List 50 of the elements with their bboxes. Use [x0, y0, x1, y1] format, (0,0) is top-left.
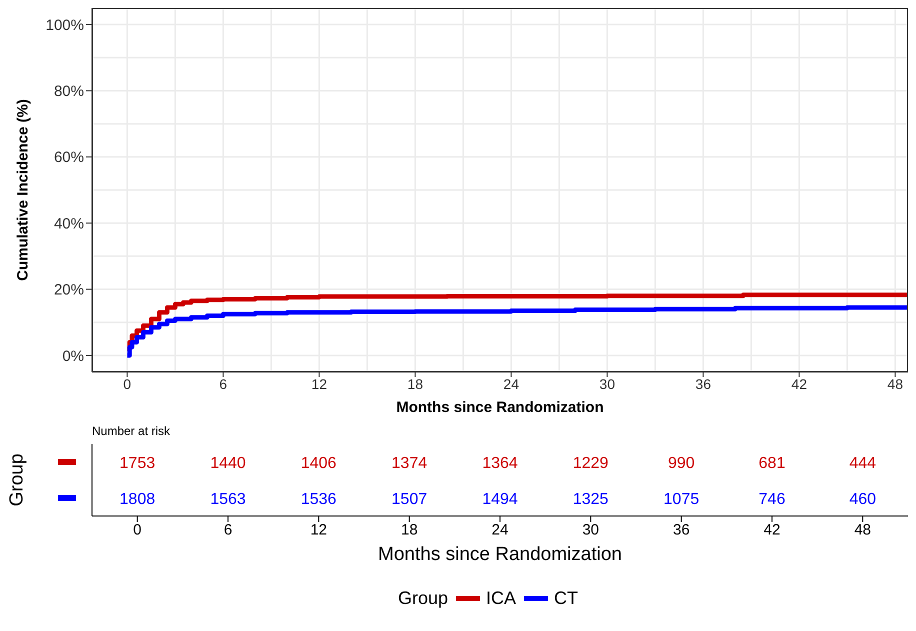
x-tick-label: 36 — [672, 522, 690, 539]
x-tick-label: 18 — [407, 376, 424, 392]
x-tick-label: 6 — [219, 376, 228, 392]
data-label: 1075 — [664, 491, 700, 508]
y-tick-label: 80% — [54, 83, 84, 100]
data-label: 681 — [758, 455, 786, 472]
x-tick-label: 36 — [695, 376, 712, 392]
x-tick-label: 24 — [503, 376, 520, 392]
data-label: 1374 — [392, 455, 428, 472]
x-tick-label: 12 — [311, 376, 328, 392]
data-label: 1406 — [300, 455, 337, 472]
x-axis-title: Months since Randomization — [396, 399, 604, 416]
x-tick-label: 24 — [492, 522, 508, 539]
data-label: 1325 — [572, 491, 609, 508]
x-tick-label: 30 — [582, 522, 600, 539]
data-label: 990 — [668, 455, 695, 472]
x-tick-label: 6 — [224, 522, 232, 539]
y-tick-label: 0% — [62, 348, 84, 365]
y-tick-label: 20% — [54, 282, 84, 299]
y-tick-label: 60% — [54, 149, 84, 166]
x-axis-title: Months since Randomization — [378, 544, 622, 565]
x-tick-label: 42 — [791, 376, 808, 392]
data-label: 746 — [758, 491, 786, 508]
x-tick-label: 42 — [764, 522, 780, 539]
data-label: 1229 — [572, 455, 609, 472]
x-tick-label: 30 — [599, 376, 616, 392]
data-label: 1808 — [120, 491, 156, 508]
chart-title: Number at risk — [92, 424, 170, 438]
data-label: 1507 — [392, 491, 428, 508]
x-tick-label: 48 — [887, 376, 904, 392]
x-tick-label: 0 — [123, 376, 132, 392]
data-label: 1494 — [482, 491, 518, 508]
y-tick-label: 100% — [46, 16, 84, 34]
data-label: 1753 — [120, 455, 156, 472]
legend-label: ICA — [486, 588, 516, 609]
legend-label: CT — [554, 588, 578, 609]
data-label: 1364 — [482, 455, 518, 472]
data-label: 1536 — [300, 491, 337, 508]
x-tick-label: 12 — [310, 522, 328, 539]
data-label: 1440 — [210, 455, 246, 472]
data-label: 1563 — [210, 491, 246, 508]
y-tick-label: 40% — [54, 215, 84, 232]
x-tick-label: 0 — [133, 522, 142, 539]
x-tick-label: 18 — [400, 522, 418, 539]
data-label: 460 — [849, 491, 876, 508]
x-tick-label: 48 — [854, 522, 872, 539]
legend-title: Group — [398, 588, 448, 609]
y-axis-title: Group — [6, 454, 28, 506]
data-label: 444 — [849, 455, 876, 472]
y-axis-title: Cumulative Incidence (%) — [14, 99, 32, 281]
